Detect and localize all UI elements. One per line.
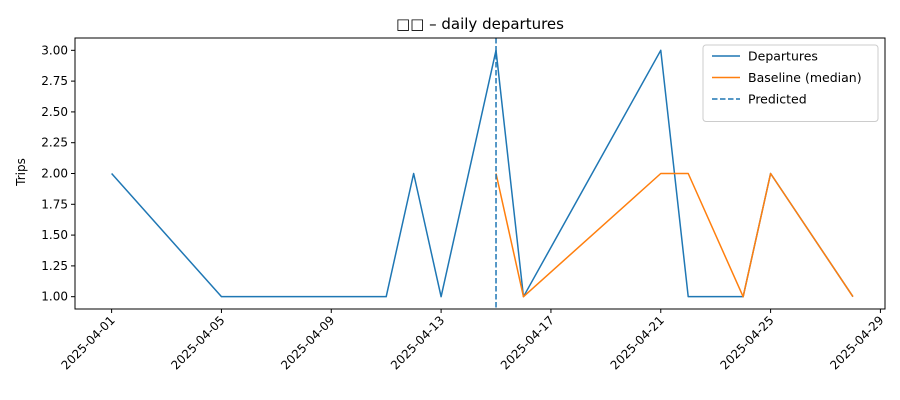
x-tick-label: 2025-04-17 [498,313,557,372]
series-line-1 [495,172,854,298]
y-tick-label: 1.00 [41,290,68,304]
legend-label: Departures [748,49,818,64]
y-tick-label: 2.50 [41,105,68,119]
legend-box [702,44,879,122]
legend-label: Predicted [748,92,807,107]
x-tick-label: 2025-04-29 [827,313,886,372]
plot-frame [74,37,886,310]
y-tick-label: 2.25 [41,136,68,150]
y-tick-label: 3.00 [41,43,68,57]
x-tick-label: 2025-04-05 [168,313,227,372]
y-tick-label: 2.00 [41,167,68,181]
legend-label: Baseline (median) [748,70,862,85]
chart-title: □□ – daily departures [396,15,564,33]
y-tick-label: 1.75 [41,197,68,211]
y-axis-label: Trips [14,158,28,187]
x-tick-label: 2025-04-13 [388,313,447,372]
x-tick-label: 2025-04-21 [608,313,667,372]
y-tick-label: 1.25 [41,259,68,273]
y-tick-label: 2.75 [41,74,68,88]
legend: Departures Baseline (median) Predicted [702,44,879,122]
y-tick-label: 1.50 [41,228,68,242]
plot-lines [111,38,854,309]
x-tick-label: 2025-04-25 [717,313,776,372]
x-tick-label: 2025-04-01 [59,313,118,372]
x-tick-label: 2025-04-09 [278,313,337,372]
